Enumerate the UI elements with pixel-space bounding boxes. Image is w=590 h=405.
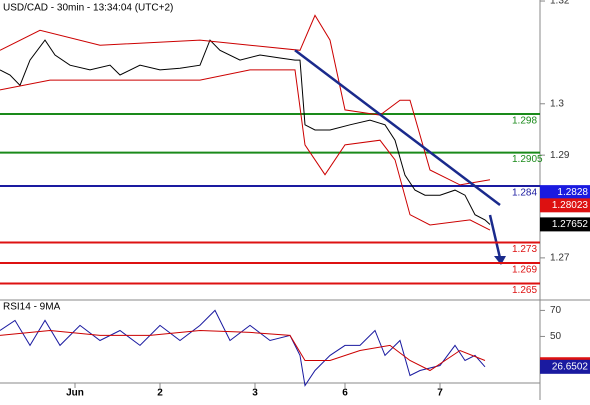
price-marker-label: 1.2828: [557, 187, 588, 198]
y-tick-label: 70: [550, 305, 562, 316]
series-line: [294, 49, 501, 206]
x-tick-label: 3: [252, 388, 258, 399]
x-tick-label: 2: [157, 388, 163, 399]
x-tick-label: Jun: [66, 388, 84, 399]
rsi-title: RSI14 - 9MA: [3, 302, 61, 313]
series-line: [0, 329, 486, 372]
price-marker: [540, 217, 590, 232]
price-marker: [540, 359, 590, 374]
series-line: [0, 69, 491, 231]
level-label: 1.269: [512, 265, 537, 276]
series-line: [0, 39, 491, 225]
price-marker: [540, 198, 590, 213]
level-label: 1.265: [512, 285, 537, 296]
price-marker-label: 26.6502: [552, 361, 589, 372]
level-label: 1.273: [512, 244, 537, 255]
level-label: 1.298: [512, 116, 537, 127]
y-tick-label: 1.27: [550, 253, 570, 264]
chart-title: USD/CAD - 30min - 13:34:04 (UTC+2): [3, 3, 173, 14]
x-tick-label: 6: [342, 388, 348, 399]
y-tick-label: 1.32: [550, 0, 570, 7]
y-tick-label: 50: [550, 331, 562, 342]
level-label: 1.2905: [512, 154, 543, 165]
projection-arrow: [488, 214, 502, 259]
y-tick-label: 1.3: [550, 98, 564, 109]
price-marker: [540, 185, 590, 200]
y-tick-label: 1.29: [550, 150, 570, 161]
level-label: 1.284: [512, 188, 537, 199]
price-marker-label: 1.28023: [552, 200, 589, 211]
x-tick-label: 7: [437, 388, 443, 399]
price-marker-label: 1.27652: [552, 219, 589, 230]
arrow-head: [494, 256, 506, 265]
